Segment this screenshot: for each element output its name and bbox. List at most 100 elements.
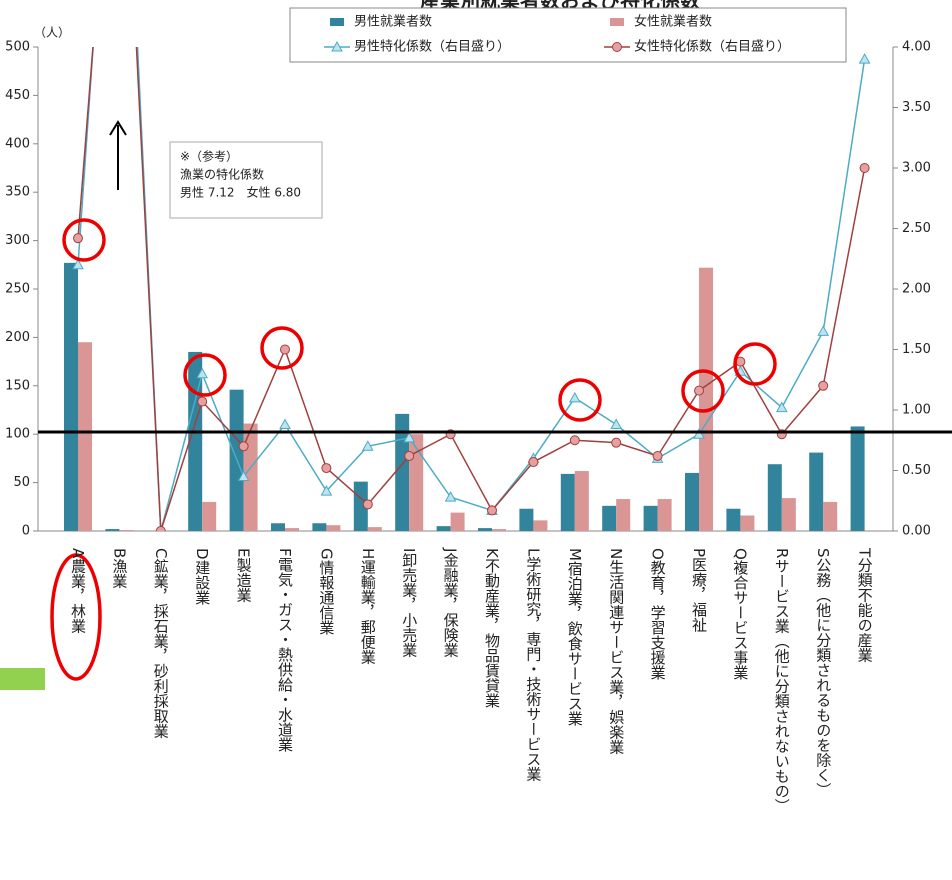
y2-tick-label: 2.00: [902, 282, 931, 297]
x-tick-label: A農業，林業: [69, 548, 87, 633]
bar: [809, 452, 824, 531]
legend-swatch: [610, 18, 624, 26]
bar: [312, 523, 327, 531]
bar: [533, 520, 548, 531]
legend-label: 男性就業者数: [354, 14, 432, 30]
y-tick-label: 350: [5, 185, 30, 200]
bar: [326, 525, 341, 531]
y-tick-label: 50: [13, 475, 30, 490]
x-tick-label: T分類不能の産業: [856, 547, 874, 662]
highlight-circle: [260, 326, 304, 370]
marker: [611, 437, 622, 448]
bar: [188, 351, 203, 531]
x-tick-label: M宿泊業，飲食サービス業: [566, 548, 584, 726]
bar: [119, 530, 134, 531]
x-tick-label: Q複合サービス事業: [731, 548, 749, 680]
highlight-circle: [733, 342, 777, 386]
x-tick-label: P医療，福祉: [690, 548, 708, 632]
x-tick-label: O教育，学習支援業: [649, 548, 667, 680]
x-tick-label: B漁業: [110, 548, 128, 588]
marker: [237, 470, 250, 482]
bar: [367, 527, 382, 531]
marker: [361, 440, 374, 451]
legend-marker: [612, 42, 622, 52]
y2-tick-label: 4.00: [902, 40, 931, 55]
x-tick-label: I卸売業，小売業: [400, 548, 418, 658]
legend-label: 女性就業者数: [634, 14, 712, 30]
marker: [155, 526, 166, 531]
marker: [197, 396, 208, 407]
bar: [781, 498, 796, 531]
y2-tick-label: 0.50: [902, 463, 931, 478]
highlight-ellipse: [50, 553, 102, 681]
legend-label: 男性特化係数（右目盛り）: [354, 40, 510, 55]
marker: [818, 380, 829, 391]
y2-tick-label: 0.00: [902, 524, 931, 539]
y2-tick-label: 3.50: [902, 100, 931, 115]
bar: [353, 481, 368, 531]
bar: [271, 523, 285, 531]
marker: [693, 428, 705, 439]
bar: [450, 512, 465, 531]
note-box: [169, 141, 323, 219]
y2-tick-label: 2.50: [902, 221, 931, 236]
marker: [73, 233, 83, 244]
y-tick-label: 100: [5, 427, 30, 442]
y2-tick-label: 1.00: [902, 403, 931, 418]
bar: [243, 423, 258, 531]
x-tick-label: G情報通信業: [317, 548, 335, 635]
bar: [285, 528, 299, 531]
marker: [652, 450, 663, 461]
x-tick-label: K不動産業，物品賃貸業: [483, 548, 501, 708]
bar: [850, 426, 865, 531]
marker: [694, 385, 704, 396]
x-tick-label: L学術研究，専門・技術サービス業: [524, 548, 542, 782]
marker: [858, 53, 871, 64]
x-tick-label: N生活関連サービス業，娯楽業: [607, 548, 625, 754]
note-text: 漁業の特化係数: [180, 167, 264, 182]
x-tick-label: H運輸業，郵便業: [359, 548, 377, 664]
bar: [78, 342, 92, 531]
marker: [487, 505, 497, 516]
bar: [767, 464, 782, 531]
bar: [519, 508, 534, 531]
bar: [602, 505, 617, 531]
bar: [560, 473, 575, 531]
x-tick-label: F電気・ガス・熱供給・水道業: [276, 548, 294, 752]
marker: [569, 435, 580, 446]
highlight-circle: [183, 353, 227, 397]
highlight-circle: [62, 218, 106, 262]
marker: [196, 367, 209, 379]
y-tick-label: 0: [22, 524, 30, 539]
bar: [202, 501, 217, 531]
bar: [492, 529, 506, 531]
marker: [528, 457, 539, 468]
highlight-circle: [681, 369, 725, 413]
bar: [64, 262, 78, 531]
side-tab: [0, 668, 45, 690]
x-tick-label: E製造業: [235, 548, 253, 603]
x-tick-label: S公務（他に分類されるものを除く）: [814, 548, 832, 798]
y-tick-label: 300: [5, 233, 30, 248]
legend-swatch: [330, 18, 344, 26]
legend-box: [289, 7, 847, 63]
bar: [478, 528, 492, 531]
y2-tick-label: 1.50: [902, 342, 931, 357]
marker: [775, 401, 788, 413]
bar: [643, 505, 658, 531]
bar: [740, 515, 755, 531]
marker: [817, 325, 830, 336]
bar: [574, 470, 589, 531]
x-tick-label: Rサービス業（他に分類されないもの）: [773, 548, 791, 813]
bar: [685, 472, 699, 531]
bar: [726, 508, 741, 531]
marker: [403, 431, 416, 443]
bar: [699, 267, 713, 531]
note-text: ※（参考）: [180, 149, 238, 164]
marker: [610, 418, 623, 430]
x-tick-label: D建設業: [193, 548, 211, 605]
arrow-head: [109, 120, 127, 136]
marker: [279, 418, 291, 430]
marker: [238, 441, 249, 452]
